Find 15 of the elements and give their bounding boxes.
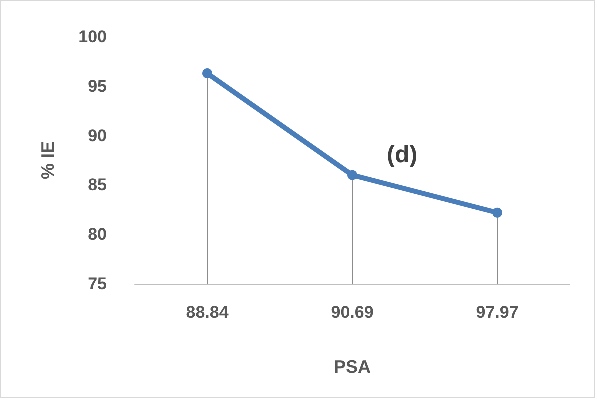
point (492, 208, 502, 218)
x-tick-label: 97.97 (476, 303, 519, 322)
y-tick-label: 80 (88, 225, 107, 244)
annotation: (d) (387, 142, 418, 168)
y-axis-title: % IE (38, 141, 58, 180)
y-tick-label: 95 (88, 76, 107, 96)
point (348, 170, 358, 180)
x-axis-title: PSA (334, 357, 372, 377)
y-tick-label: 100 (78, 28, 107, 46)
x-tick-label: 90.69 (331, 303, 374, 322)
y-tick-label: 90 (88, 126, 107, 146)
y-tick-label: 85 (88, 176, 107, 195)
x-tick-label: 88.84 (186, 303, 230, 322)
point (202, 68, 212, 79)
y-tick-label: 75 (88, 274, 107, 294)
